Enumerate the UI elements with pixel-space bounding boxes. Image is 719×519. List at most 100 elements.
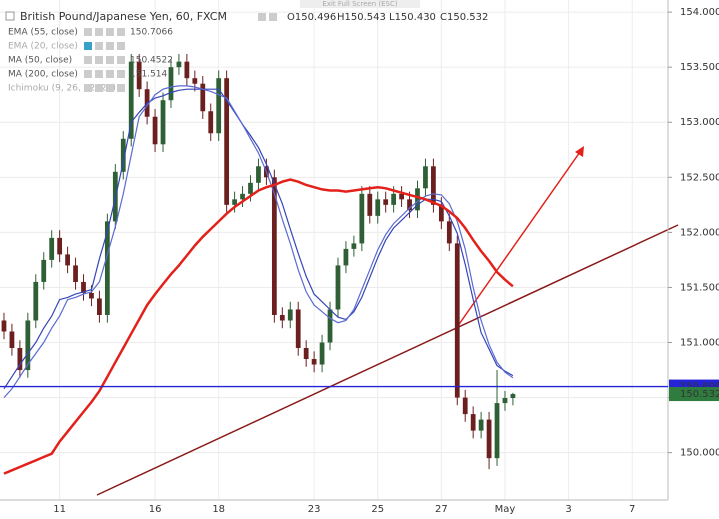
candle-body — [25, 320, 31, 371]
y-tick-label: 152.500 — [680, 172, 719, 183]
candle-body — [65, 254, 70, 266]
y-tick-label: 153.000 — [680, 117, 719, 128]
y-tick-label: 151.500 — [680, 282, 719, 293]
candle-body — [367, 193, 373, 216]
chart-title: British Pound/Japanese Yen, 60, FXCM — [20, 10, 227, 23]
legend-icon — [84, 28, 92, 36]
candle-body — [423, 166, 428, 189]
x-tick-label: 27 — [435, 504, 448, 515]
legend-label: EMA (55, close) — [8, 28, 78, 38]
collapse-icon[interactable] — [5, 11, 15, 21]
candle-body — [168, 67, 174, 101]
fullscreen-bar[interactable] — [300, 0, 420, 8]
ohlc-high: H150.543 — [337, 12, 386, 23]
candle-body — [431, 166, 436, 205]
legend-icon — [117, 70, 125, 78]
candle-body — [160, 100, 166, 145]
plot-area — [1, 53, 516, 475]
legend-icon — [84, 70, 92, 78]
candle-body — [335, 265, 341, 310]
candle-body — [415, 188, 420, 211]
legend-icon — [106, 84, 114, 92]
candle-body — [9, 331, 15, 349]
legend-icon — [117, 28, 125, 36]
candle-body — [295, 309, 301, 349]
trend-line — [96, 224, 679, 496]
legend-value: 150.7066 — [130, 28, 173, 38]
arrow-head — [575, 146, 584, 157]
candle-body — [104, 221, 110, 315]
ma-line — [3, 178, 514, 475]
candle-body — [136, 61, 142, 90]
candle-body — [351, 243, 357, 249]
x-tick-label: 18 — [212, 504, 225, 515]
legend-value: 151.514 — [130, 70, 167, 80]
candle-body — [407, 199, 412, 211]
ohlc-close: C150.532 — [440, 12, 488, 23]
candle-body — [120, 138, 126, 172]
legend-icon — [117, 56, 125, 64]
candle-body — [391, 193, 397, 205]
last-price-tag — [669, 387, 719, 402]
candle-body — [359, 193, 365, 244]
candle-body — [287, 309, 293, 321]
candle-body — [248, 182, 253, 194]
legend-icon — [117, 42, 125, 50]
candle-body — [240, 193, 245, 200]
legend: EMA (55, close) 150.7066 EMA (20, close) MA… — [8, 28, 173, 94]
candle-body — [319, 342, 325, 365]
candle-body — [383, 199, 389, 205]
candle-body — [81, 281, 86, 293]
candle-body — [256, 166, 261, 183]
y-tick-label: 150.000 — [680, 448, 719, 459]
legend-icon — [106, 42, 114, 50]
candle-body — [486, 419, 492, 459]
legend-icon — [95, 70, 103, 78]
legend-icon — [84, 42, 92, 50]
y-tick-label: 153.500 — [680, 62, 719, 73]
legend-icon — [84, 56, 92, 64]
candle-body — [271, 177, 277, 315]
candle-body — [1, 320, 7, 332]
candle-body — [438, 204, 444, 222]
candle-body — [502, 398, 508, 404]
candle-body — [470, 414, 476, 431]
candle-body — [208, 111, 214, 134]
candle-body — [128, 61, 134, 139]
legend-icon — [84, 84, 92, 92]
fullscreen-text[interactable]: Exit Full Screen (ESC) — [322, 0, 397, 8]
legend-label: MA (200, close) — [8, 70, 78, 80]
candle-body — [49, 237, 55, 260]
candle-body — [454, 243, 460, 398]
ohlc-open: O150.496 — [287, 12, 336, 23]
candle-body — [399, 193, 404, 200]
ma-line — [3, 85, 514, 399]
legend-icon — [95, 84, 103, 92]
candle-body — [494, 403, 500, 459]
legend-icon — [95, 28, 103, 36]
x-tick-label: 11 — [53, 504, 66, 515]
y-tick-label: 152.000 — [680, 227, 719, 238]
legend-label: EMA (20, close) — [8, 42, 78, 52]
candle-body — [446, 221, 452, 244]
candle-body — [311, 359, 317, 365]
candle-body — [343, 248, 349, 266]
ohlc-low: L150.430 — [389, 12, 436, 23]
legend-icon — [117, 84, 125, 92]
legend-icon — [106, 56, 114, 64]
legend-icon — [106, 28, 114, 36]
candle-body — [279, 314, 285, 321]
candle-body — [462, 397, 468, 415]
candle-body — [17, 348, 23, 371]
candle-body — [375, 199, 381, 216]
y-tick-label: 151.000 — [680, 338, 719, 349]
x-tick-label: 3 — [565, 504, 571, 515]
candle-body — [232, 199, 237, 205]
legend-icon — [95, 56, 103, 64]
candle-body — [97, 298, 102, 315]
last-price-label: 150.532 — [680, 389, 719, 400]
candle-body — [216, 78, 222, 134]
candle-body — [224, 78, 230, 205]
candle-body — [176, 61, 182, 68]
